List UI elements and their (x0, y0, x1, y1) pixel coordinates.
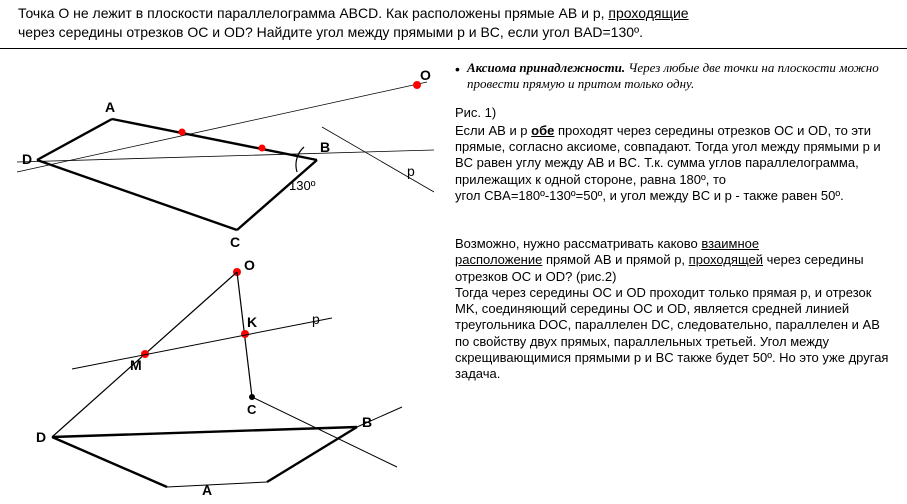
case1-pre: Если AB и p (455, 123, 531, 138)
figure-2: O M K p C D B A (12, 252, 442, 497)
label2-D: D (36, 429, 46, 445)
label-angle: 130º (289, 178, 316, 193)
label2-p: p (312, 311, 320, 327)
label-p: p (407, 163, 415, 179)
label-O: O (420, 67, 431, 83)
c2-t4: Тогда через середины OC и OD проходит то… (455, 285, 888, 381)
c2-u2: расположение (455, 252, 542, 267)
label2-B: B (362, 414, 372, 430)
label2-A: A (202, 482, 212, 497)
axiom-block: • Аксиома принадлежности. Через любые дв… (455, 60, 895, 93)
label2-O: O (244, 257, 255, 273)
label-D: D (22, 151, 32, 167)
spacer (455, 214, 895, 236)
axiom-title: Аксиома принадлежности. (467, 60, 625, 75)
c2-u3: проходящей (689, 252, 763, 267)
label-B: B (320, 139, 330, 155)
c2-u1: взаимное (701, 236, 759, 251)
c2-t1: Возможно, нужно рассматривать каково (455, 236, 701, 251)
case2-text: Возможно, нужно рассматривать каково вза… (455, 236, 895, 382)
figure-1: O A B D C 130º p (12, 52, 442, 252)
problem-statement: Точка O не лежит в плоскости параллелогр… (18, 4, 889, 42)
problem-line1a: Точка O не лежит в плоскости параллелогр… (18, 5, 608, 21)
figure1-caption: Рис. 1) (455, 105, 895, 121)
page: Точка O не лежит в плоскости параллелогр… (0, 0, 907, 504)
c2-t2: прямой AB и прямой p, (542, 252, 688, 267)
divider (0, 48, 907, 49)
case1-line2: угол CBA=180º-130º=50º, и угол между BC … (455, 188, 844, 203)
label-A: A (105, 99, 115, 115)
case1-obe: обе (531, 123, 554, 138)
label2-M: M (130, 357, 142, 373)
case1-text: Если AB и p обе проходят через середины … (455, 123, 895, 204)
solution-text: • Аксиома принадлежности. Через любые дв… (455, 60, 895, 382)
problem-line2: через середины отрезков OC и OD? Найдите… (18, 24, 643, 40)
problem-line1-underline: проходящие (608, 5, 688, 21)
label-C: C (230, 234, 240, 250)
label2-K: K (247, 314, 257, 330)
bullet-icon: • (455, 60, 467, 93)
label2-C: C (247, 402, 257, 417)
